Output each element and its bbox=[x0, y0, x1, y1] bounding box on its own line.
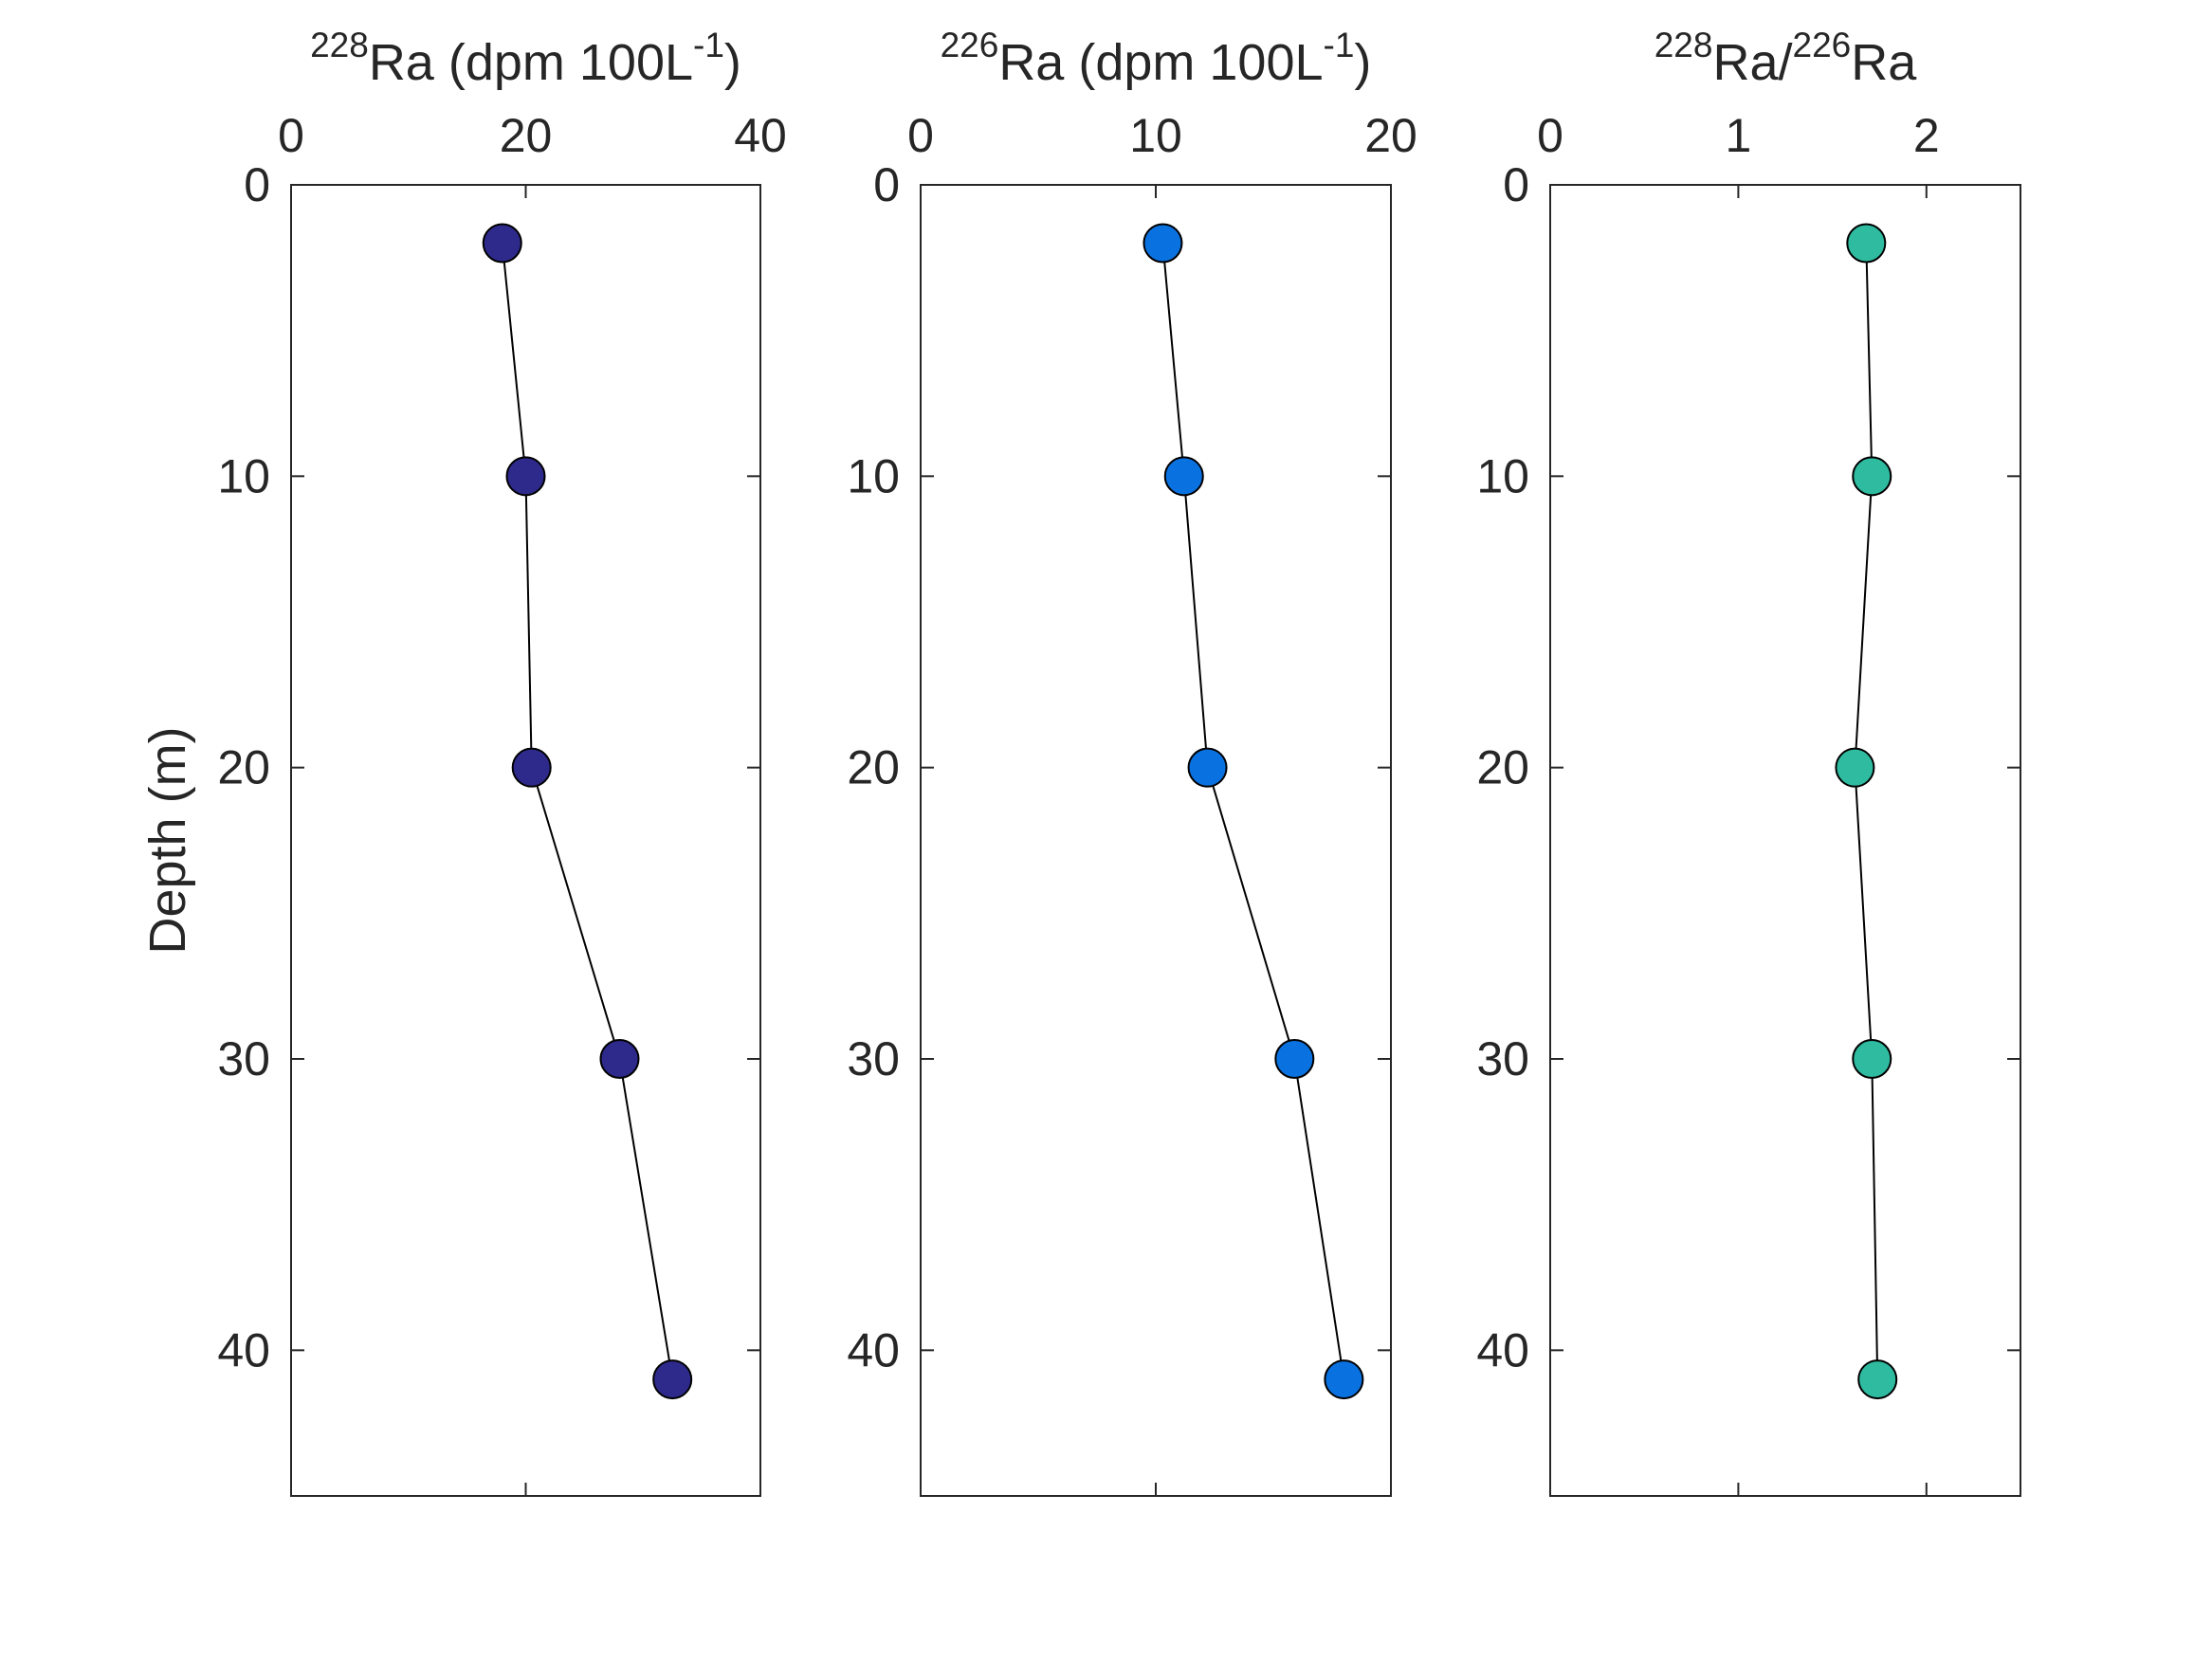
isotope-superscript: 226 bbox=[941, 26, 999, 64]
y-tick-label: 0 bbox=[873, 158, 900, 211]
isotope-superscript: 226 bbox=[1793, 26, 1852, 64]
x-tick-label: 1 bbox=[1725, 109, 1751, 162]
x-tick-label: 0 bbox=[907, 109, 934, 162]
y-tick-label: 20 bbox=[217, 741, 270, 794]
y-tick-label: 30 bbox=[847, 1032, 900, 1085]
x-axis-title-suffix: ) bbox=[724, 34, 741, 91]
y-tick-label: 30 bbox=[1476, 1032, 1529, 1085]
data-point bbox=[1143, 223, 1183, 264]
data-point bbox=[1857, 1359, 1898, 1400]
y-tick-label: 0 bbox=[244, 158, 270, 211]
data-point bbox=[511, 747, 552, 788]
x-axis-title-suffix: ) bbox=[1354, 34, 1371, 91]
data-point bbox=[482, 223, 522, 264]
y-tick-label: 10 bbox=[847, 449, 900, 502]
x-tick-label: 40 bbox=[734, 109, 787, 162]
y-tick-label: 10 bbox=[1476, 449, 1529, 502]
x-axis-title: 228Ra (dpm 100L-1) bbox=[310, 26, 741, 91]
data-point bbox=[1835, 747, 1875, 788]
x-axis-title: 226Ra (dpm 100L-1) bbox=[941, 26, 1372, 91]
x-tick-label: 20 bbox=[1364, 109, 1417, 162]
x-tick-label: 0 bbox=[278, 109, 304, 162]
exponent-superscript: -1 bbox=[1324, 26, 1355, 64]
y-tick-label: 20 bbox=[847, 741, 900, 794]
axes-frame bbox=[1549, 184, 2021, 1497]
y-tick-label: 30 bbox=[217, 1032, 270, 1085]
y-tick-label: 40 bbox=[217, 1323, 270, 1376]
x-tick-label: 2 bbox=[1913, 109, 1940, 162]
data-point bbox=[652, 1359, 693, 1400]
y-tick-label: 40 bbox=[847, 1323, 900, 1376]
y-tick-label: 10 bbox=[217, 449, 270, 502]
x-axis-title-text: Ra bbox=[1851, 34, 1917, 91]
y-tick-label: 40 bbox=[1476, 1323, 1529, 1376]
x-axis-title-text: Ra (dpm 100L bbox=[998, 34, 1323, 91]
data-point bbox=[1324, 1359, 1364, 1400]
data-point bbox=[1846, 223, 1887, 264]
data-point bbox=[1187, 747, 1228, 788]
y-tick-label: 20 bbox=[1476, 741, 1529, 794]
isotope-superscript: 228 bbox=[1654, 26, 1713, 64]
x-tick-label: 10 bbox=[1129, 109, 1182, 162]
data-point bbox=[1852, 456, 1892, 497]
x-axis-title: 228Ra/226Ra bbox=[1654, 26, 1918, 91]
exponent-superscript: -1 bbox=[693, 26, 724, 64]
data-point bbox=[505, 456, 546, 497]
y-tick-label: 0 bbox=[1503, 158, 1529, 211]
y-axis-title: Depth (m) bbox=[139, 726, 196, 954]
data-point bbox=[1852, 1039, 1892, 1079]
isotope-superscript: 228 bbox=[310, 26, 369, 64]
x-axis-title-text: Ra/ bbox=[1712, 34, 1792, 91]
panel-1: 0 20 40 0 10 20 30 40 228Ra (dpm 100L-1) Depth (m… bbox=[139, 26, 787, 1497]
data-point bbox=[599, 1039, 640, 1079]
x-tick-label: 0 bbox=[1537, 109, 1563, 162]
data-point bbox=[1274, 1039, 1315, 1079]
data-point bbox=[1163, 456, 1204, 497]
panel-2: 0 10 20 0 10 20 30 40 226Ra (dpm 100L-1) bbox=[847, 26, 1417, 1497]
x-axis-title-text: Ra (dpm 100L bbox=[369, 34, 693, 91]
x-tick-label: 20 bbox=[500, 109, 553, 162]
